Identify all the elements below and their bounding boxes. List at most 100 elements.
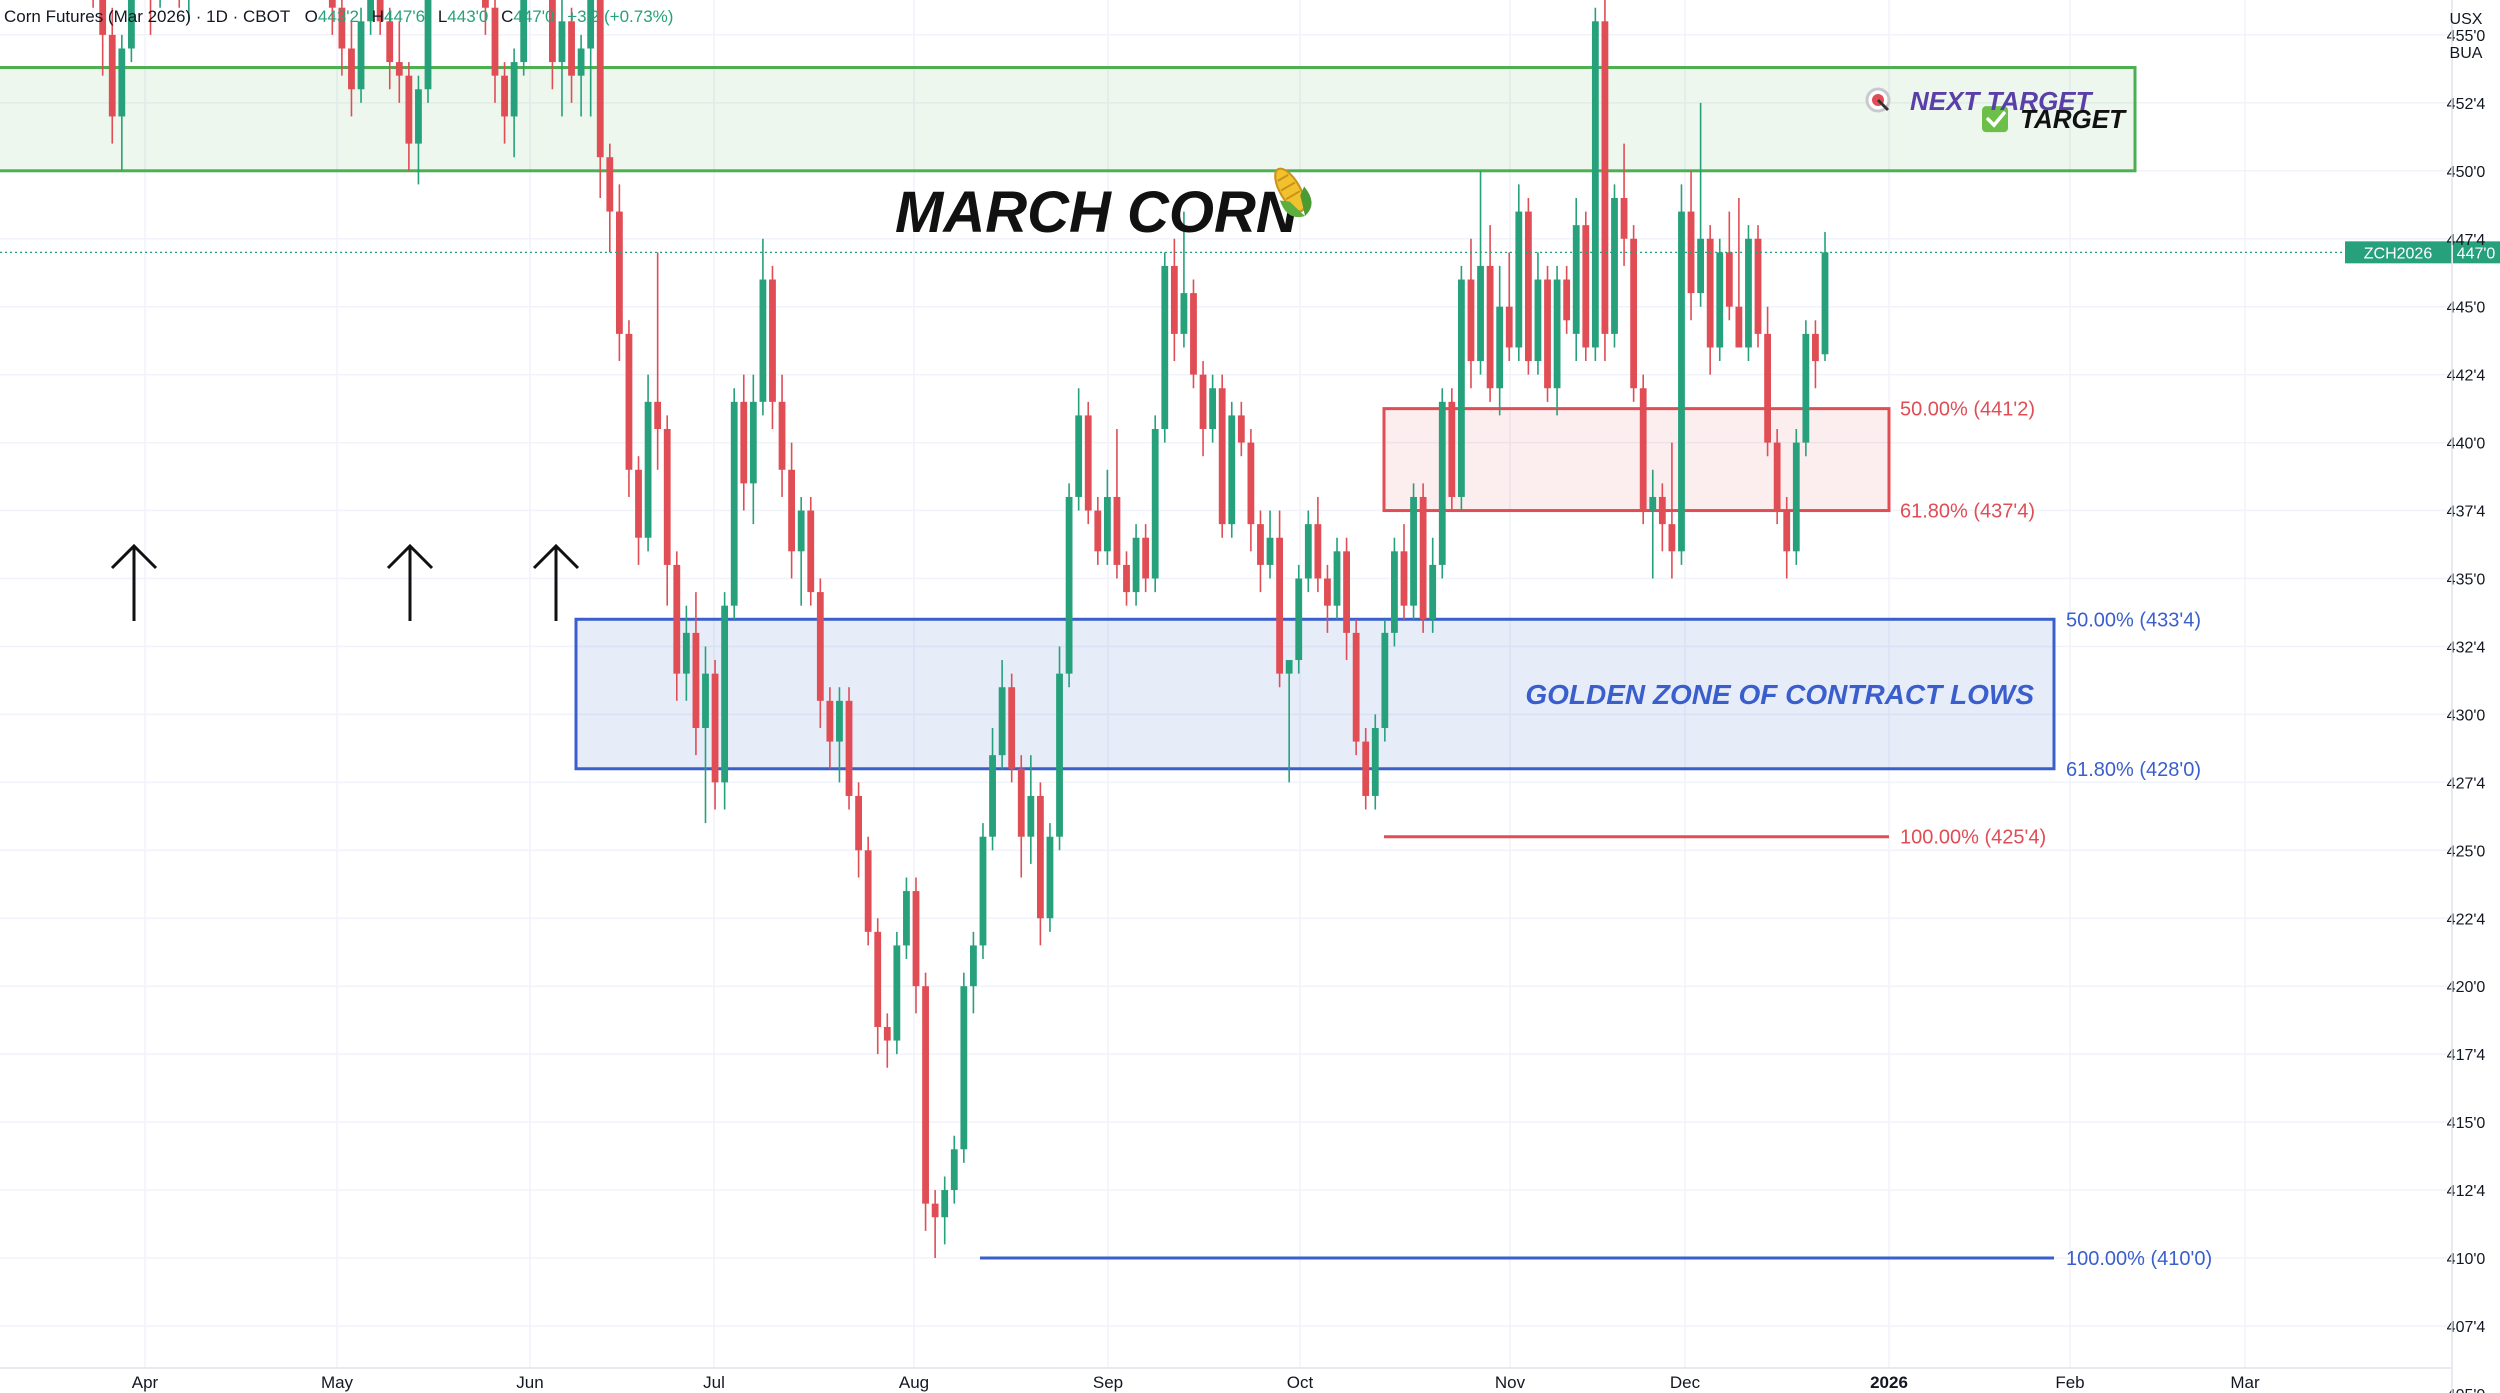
candle — [1180, 211, 1188, 348]
y-tick-label: 435'0 — [2447, 572, 2486, 589]
candle — [711, 660, 719, 810]
candle — [520, 0, 528, 76]
candle — [376, 0, 384, 35]
header-legend: Corn Futures (Mar 2026) · 1D · CBOT O443… — [4, 7, 673, 26]
candle — [1572, 197, 1580, 362]
candle — [1773, 429, 1781, 525]
candle — [615, 184, 623, 362]
candle — [1438, 388, 1446, 579]
symbol-tag-text: ZCH2026 — [2364, 245, 2433, 262]
candle — [1792, 429, 1800, 565]
candle — [1486, 225, 1494, 402]
candle — [1505, 252, 1513, 362]
x-tick-label: Oct — [1287, 1373, 1314, 1392]
candle — [1448, 388, 1456, 511]
candle — [415, 75, 422, 185]
candle — [1630, 225, 1638, 402]
candle — [759, 238, 767, 416]
y-tick-label: 417'4 — [2447, 1047, 2486, 1064]
candle — [549, 0, 556, 90]
candle — [1821, 231, 1829, 362]
y-tick-label: 452'4 — [2447, 96, 2486, 113]
candle — [99, 0, 107, 76]
candle — [1812, 320, 1819, 389]
symbol-title: Corn Futures (Mar 2026) · 1D · CBOT — [4, 7, 290, 26]
candle — [1036, 782, 1044, 946]
change-value: +3'2 (+0.73%) — [567, 7, 673, 26]
y-tick-label: 450'0 — [2447, 164, 2486, 181]
target-label: TARGET — [2020, 104, 2127, 134]
fib-label-red: 61.80% (437'4) — [1900, 501, 2035, 523]
candle — [702, 646, 709, 824]
candle — [730, 388, 738, 620]
candle — [1304, 510, 1312, 593]
candle — [127, 0, 135, 63]
candle — [721, 592, 729, 810]
y-tick-label: 410'0 — [2447, 1251, 2486, 1268]
x-tick-label: May — [321, 1373, 354, 1392]
candle — [1142, 524, 1150, 593]
fib-label-blue: 50.00% (433'4) — [2066, 609, 2201, 631]
candle — [1496, 265, 1504, 416]
candle — [1668, 442, 1676, 579]
candle — [855, 782, 862, 878]
candle — [682, 605, 690, 701]
y-tick-label: 430'0 — [2447, 707, 2486, 724]
candle — [1170, 238, 1178, 362]
y-tick-label: 437'4 — [2447, 504, 2486, 521]
candle — [1706, 225, 1714, 375]
candle — [1285, 660, 1293, 783]
candle — [1563, 265, 1571, 334]
time-axis[interactable]: Apr May Jun Jul Aug Sep Oct Nov Dec 2026 Feb Mar — [0, 1367, 2452, 1392]
candle — [663, 415, 671, 606]
candle — [903, 877, 910, 960]
candle — [1410, 483, 1417, 620]
candle — [769, 265, 776, 430]
candle — [797, 496, 805, 606]
candle — [1611, 184, 1618, 348]
candle — [625, 320, 633, 497]
candle — [1295, 564, 1303, 674]
x-tick-label: Jun — [516, 1373, 543, 1392]
candle — [970, 931, 977, 1014]
y-tick-label: 412'4 — [2447, 1183, 2486, 1200]
candle — [1324, 564, 1331, 633]
x-tick-label: Feb — [2055, 1373, 2084, 1392]
candle — [1247, 429, 1255, 552]
price-axis[interactable]: 475'0472'4470'0467'4465'0462'4460'0457'4… — [2447, 0, 2486, 1393]
candle — [816, 578, 824, 728]
target-zone — [0, 66, 2137, 173]
support-arrow-icon — [532, 543, 580, 621]
candle — [749, 374, 757, 525]
x-tick-label: Sep — [1093, 1373, 1123, 1392]
candle — [577, 34, 585, 117]
candle — [328, 0, 336, 35]
x-tick-label: Mar — [2230, 1373, 2260, 1392]
candle — [405, 62, 413, 171]
open-label: O — [305, 7, 318, 26]
candle — [1429, 537, 1437, 633]
x-tick-label: Nov — [1495, 1373, 1526, 1392]
candle — [1190, 279, 1197, 389]
x-tick-label: Aug — [899, 1373, 929, 1392]
chart-title: MARCH CORN — [895, 180, 1299, 245]
y-tick-label: 407'4 — [2447, 1319, 2486, 1336]
candle — [149, 0, 152, 35]
candle — [424, 0, 432, 103]
candle — [692, 592, 700, 756]
y-tick-label: 405'0 — [2447, 1387, 2486, 1393]
x-tick-label: Jul — [703, 1373, 725, 1392]
y-tick-label: 432'4 — [2447, 639, 2486, 656]
chart-overlays: 0.00% (457'0)50.00% (433'4)61.80% (428'0… — [0, 86, 2500, 1270]
candle — [960, 972, 968, 1163]
candle — [998, 660, 1006, 769]
candle — [1716, 238, 1724, 362]
candle — [1084, 401, 1092, 525]
candle — [1601, 0, 1609, 362]
y-tick-label: 427'4 — [2447, 775, 2486, 792]
candle — [1017, 755, 1025, 878]
next-target-label: NEXT TARGET — [1910, 86, 2094, 116]
y-tick-label: 442'4 — [2447, 368, 2486, 385]
y-tick-label: 440'0 — [2447, 436, 2486, 453]
